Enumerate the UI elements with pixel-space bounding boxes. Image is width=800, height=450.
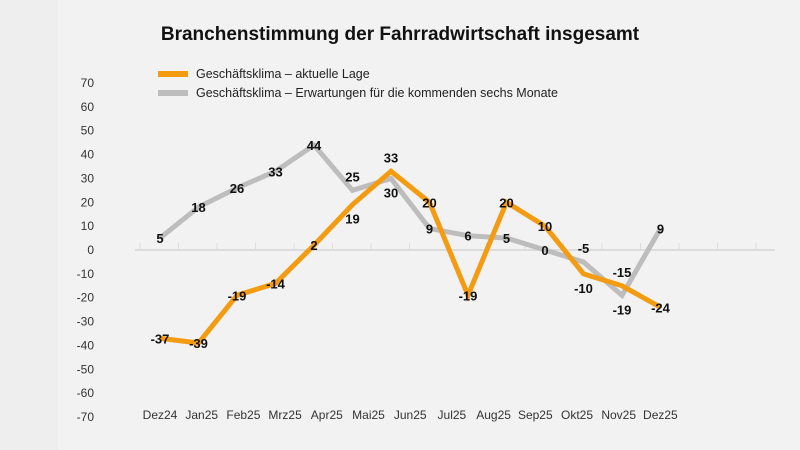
x-tick-label: Apr25 [311,408,343,422]
data-label-current: 33 [384,150,398,165]
data-label-current: -15 [613,265,632,280]
y-tick-label: -60 [77,386,95,400]
legend-item-expectations: Geschäftsklima – Erwartungen für die kom… [158,86,558,100]
x-tick-label: Nov25 [601,408,636,422]
data-label-current: -10 [574,281,593,296]
data-label-expectations: 25 [345,169,359,184]
y-tick-label: -10 [77,267,95,281]
data-label-expectations: 33 [268,164,282,179]
x-tick-label: Jan25 [185,408,218,422]
x-tick-label: Jul25 [438,408,467,422]
x-tick-label: Aug25 [476,408,511,422]
data-label-current: 2 [310,238,317,253]
y-tick-label: 50 [81,124,95,138]
legend-label-expectations: Geschäftsklima – Erwartungen für die kom… [196,86,558,100]
y-tick-label: 10 [81,219,95,233]
data-label-current: 19 [345,212,359,227]
data-label-expectations: 5 [156,231,163,246]
data-label-expectations: 30 [384,185,398,200]
data-label-expectations: 0 [541,243,548,258]
x-tick-label: Feb25 [226,408,260,422]
legend-swatch-current [158,71,188,77]
data-label-current: -19 [459,288,478,303]
data-label-current: 20 [499,195,513,210]
x-tick-label: Dez25 [643,408,678,422]
x-tick-label: Mrz25 [268,408,302,422]
series-line-current [159,168,662,346]
x-tick-label: Mai25 [352,408,385,422]
y-tick-label: -30 [77,315,95,329]
x-tick-label: Sep25 [518,408,553,422]
y-tick-label: -50 [77,362,95,376]
data-label-current: -37 [151,331,170,346]
y-tick-label: 30 [81,171,95,185]
data-label-current: 20 [422,195,436,210]
legend-item-current: Geschäftsklima – aktuelle Lage [158,67,370,81]
data-label-current: -24 [651,300,671,315]
y-tick-label: 0 [87,243,94,257]
data-label-expectations: 5 [503,231,510,246]
y-tick-label: 20 [81,195,95,209]
y-tick-label: 70 [81,76,95,90]
data-label-current: -14 [266,276,286,291]
y-tick-label: 40 [81,148,95,162]
chart-title: Branchenstimmung der Fahrradwirtschaft i… [160,24,640,45]
left-band [0,0,58,450]
data-label-current: -39 [189,336,208,351]
data-label-expectations: 9 [657,222,664,237]
data-label-current: -19 [228,288,247,303]
data-label-expectations: 44 [307,138,322,153]
x-tick-label: Jun25 [394,408,427,422]
y-tick-label: -40 [77,338,95,352]
y-tick-label: -20 [77,291,95,305]
y-tick-label: -70 [77,410,95,424]
data-label-expectations: -19 [613,302,632,317]
data-label-expectations: 6 [464,229,471,244]
data-label-expectations: 26 [230,181,244,196]
data-label-expectations: 9 [426,222,433,237]
y-tick-label: 60 [81,100,95,114]
data-label-expectations: 18 [191,200,205,215]
data-label-current: 10 [538,219,552,234]
data-label-expectations: -5 [578,241,590,256]
legend-swatch-expectations [158,90,188,96]
series-line-expectations [158,141,663,300]
x-tick-label: Okt25 [561,408,593,422]
x-tick-label: Dez24 [143,408,178,422]
legend-label-current: Geschäftsklima – aktuelle Lage [196,67,370,81]
